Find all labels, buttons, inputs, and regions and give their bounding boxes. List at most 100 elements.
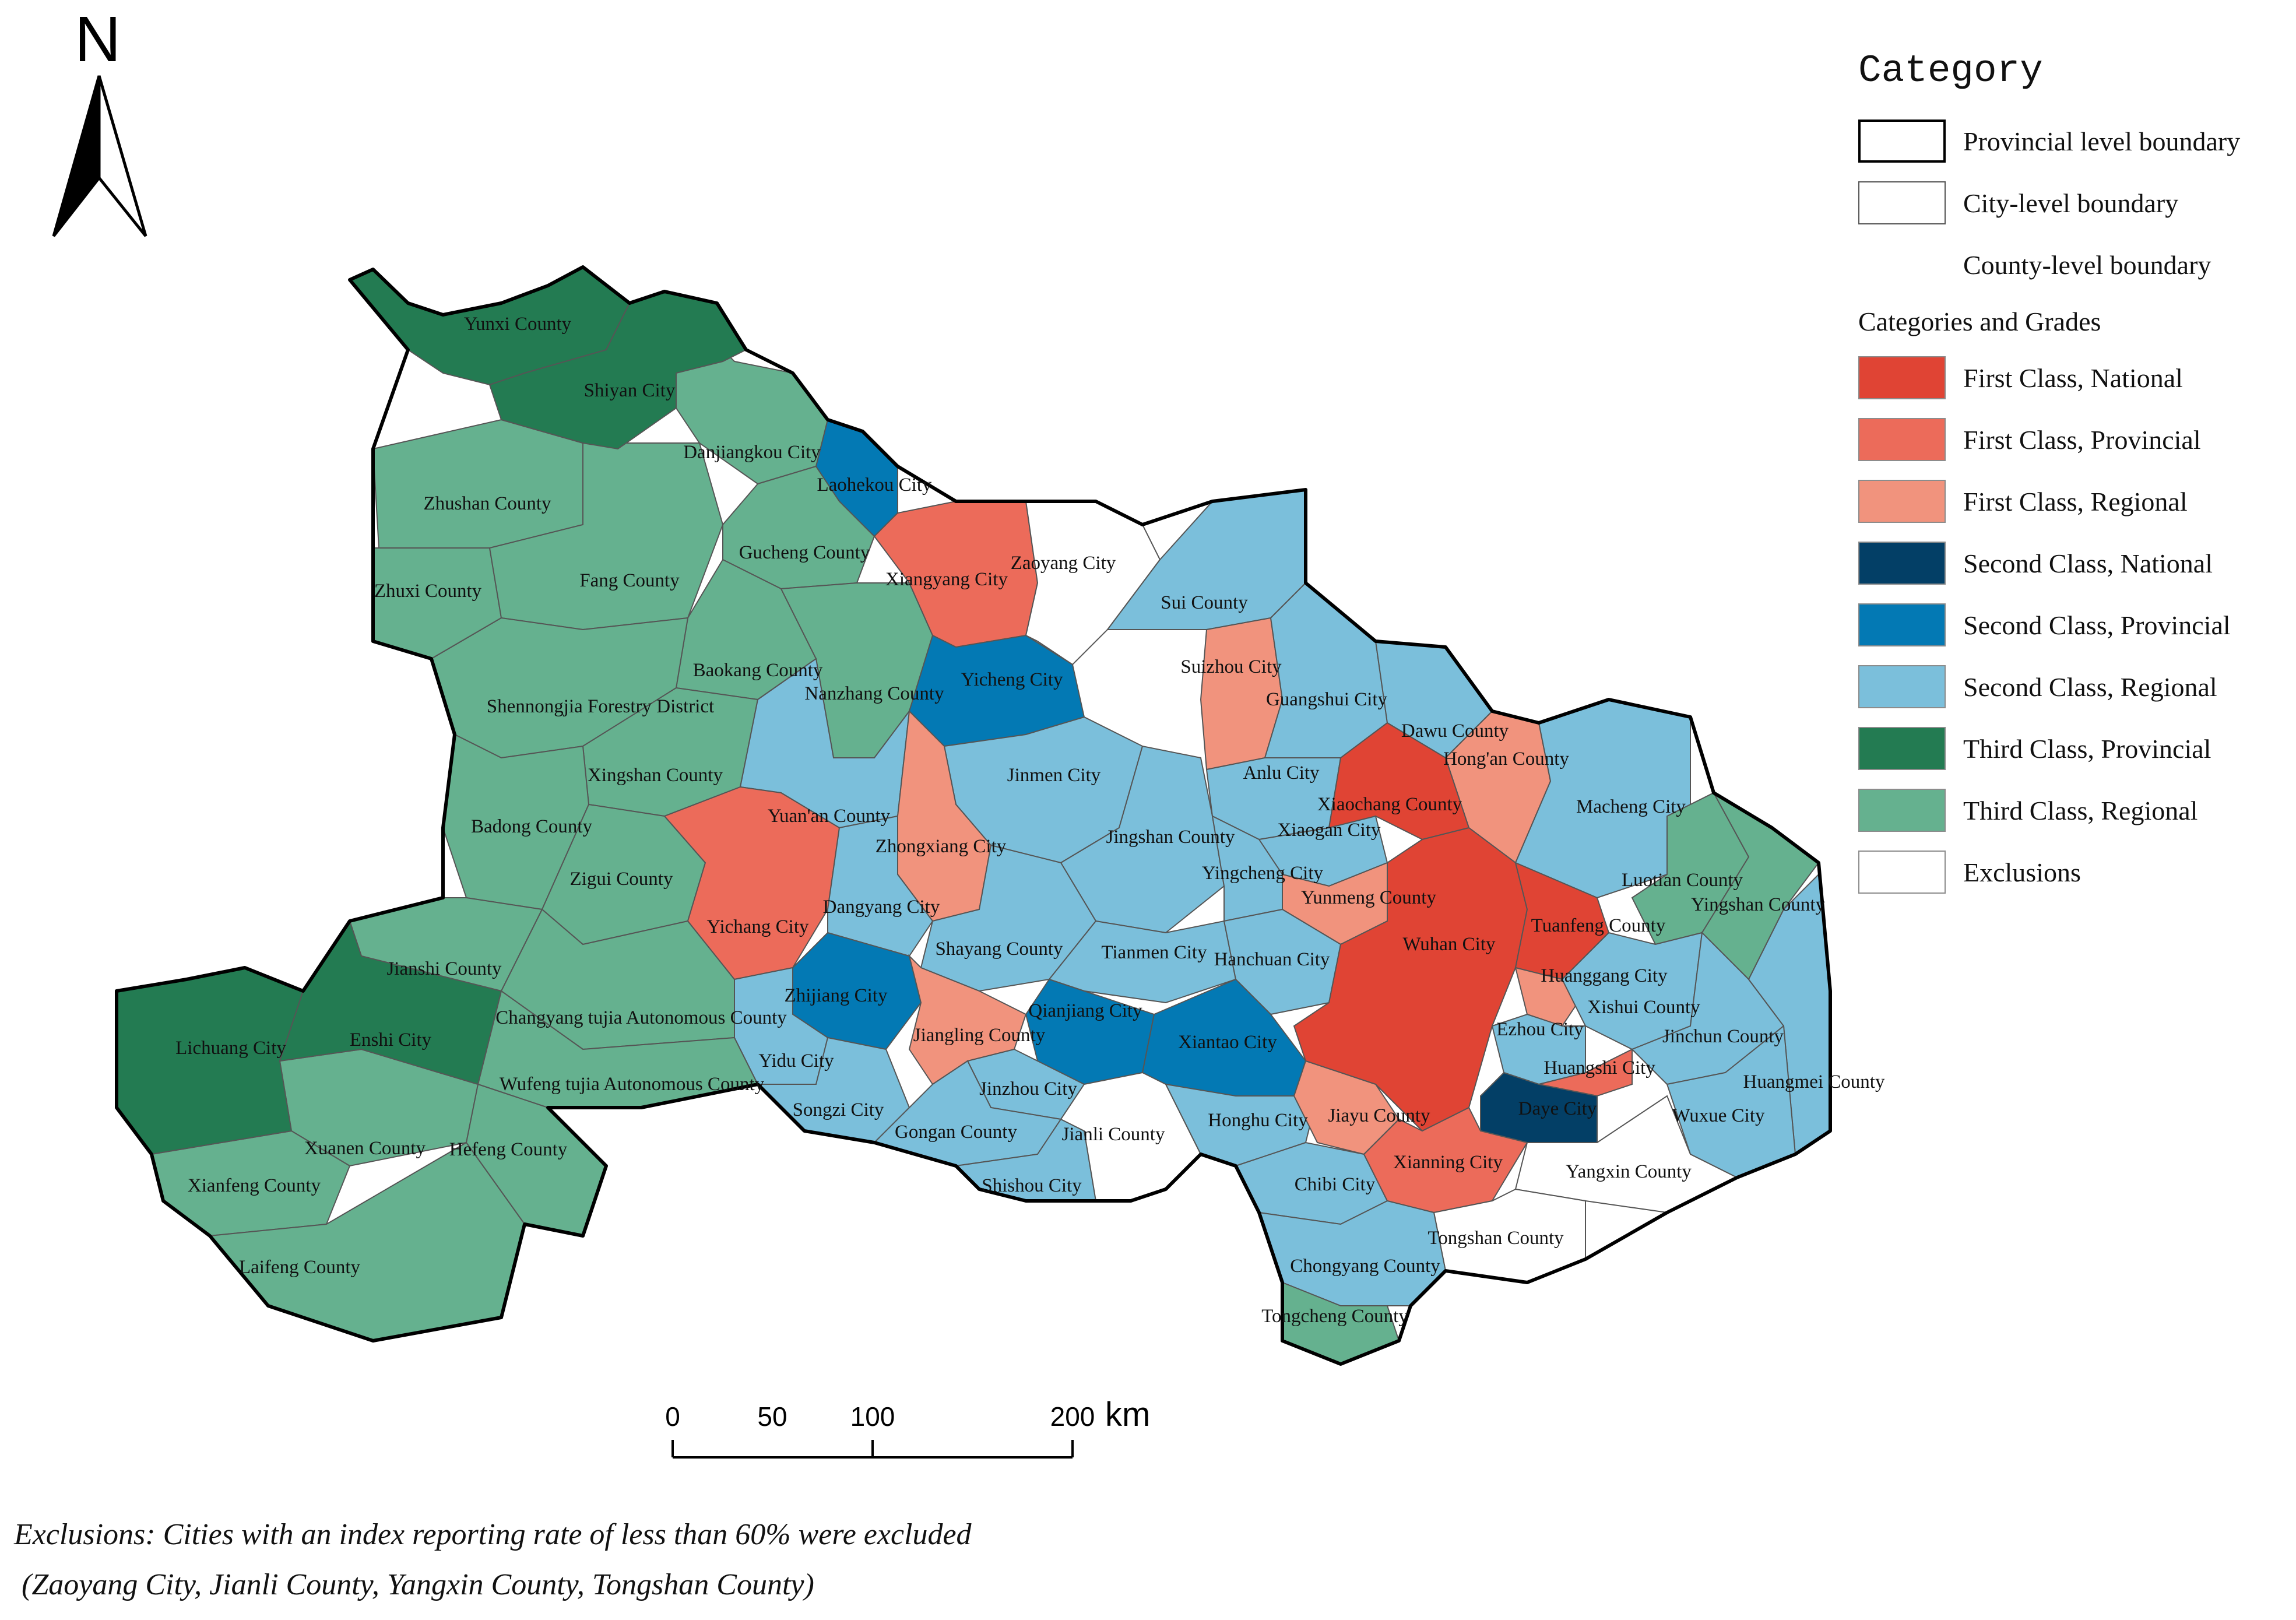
legend-label: Second Class, Provincial [1963, 610, 2231, 640]
legend-item-grade: Third Class, Provincial [1858, 718, 2290, 779]
label-tuanfeng-county: Tuanfeng County [1531, 915, 1666, 936]
label-gongan-county: Gongan County [895, 1122, 1017, 1143]
region-wuhan-city[interactable] [1293, 827, 1528, 1132]
label-luotian-county: Luotian County [1622, 870, 1743, 891]
label-honghu-city: Honghu City [1208, 1110, 1308, 1131]
region-yichang-city[interactable] [663, 786, 841, 981]
region-zhushan-county[interactable] [372, 419, 583, 549]
label-laifeng-county: Laifeng County [239, 1257, 361, 1278]
label-xiaogan-city: Xiaogan City [1278, 820, 1381, 841]
label-jiayu-county: Jiayu County [1328, 1105, 1430, 1126]
legend-title: Category [1858, 49, 2043, 93]
label-huangmei-county: Huangmei County [1743, 1071, 1885, 1092]
legend-subtitle: Categories and Grades [1858, 306, 2101, 336]
north-arrow: N [52, 3, 147, 237]
exclusions-note-line: (Zaoyang City, Jianli County, Yangxin Co… [14, 1568, 814, 1601]
label-tongshan-county: Tongshan County [1427, 1228, 1564, 1249]
label-enshi-city: Enshi City [350, 1029, 432, 1050]
scale-tick-label: 200 [1050, 1401, 1095, 1432]
legend-label: Provincial level boundary [1963, 126, 2241, 156]
label-jinchun-county: Jinchun County [1662, 1026, 1784, 1047]
label-wuxue-city: Wuxue City [1672, 1105, 1765, 1126]
label-dawu-county: Dawu County [1401, 721, 1509, 742]
region-enshi-city[interactable] [279, 919, 502, 1085]
legend-label: First Class, National [1963, 363, 2183, 393]
labels-layer: Yunxi County Shiyan City Danjiangkou Cit… [175, 314, 1885, 1327]
legend-item-county-boundary: County-level boundary [1858, 234, 2290, 296]
label-songzi-city: Songzi City [793, 1099, 884, 1120]
label-lichuang-city: Lichuang City [175, 1038, 286, 1059]
label-tianmen-city: Tianmen City [1101, 942, 1207, 963]
legend-label: Second Class, National [1963, 548, 2213, 578]
legend-item-provincial-boundary: Provincial level boundary [1858, 110, 2290, 172]
label-sui-county: Sui County [1161, 592, 1248, 613]
legend-swatch-third-provincial [1858, 727, 1946, 770]
legend-swatch-second-provincial [1858, 603, 1946, 646]
label-zaoyang-city: Zaoyang City [1011, 553, 1116, 574]
north-arrow-right-half [97, 75, 147, 237]
legend-item-grade: Second Class, Provincial [1858, 594, 2290, 656]
legend-label: City-level boundary [1963, 188, 2179, 218]
region-guangshui-city[interactable] [1264, 582, 1388, 758]
legend-item-grade: Second Class, Regional [1858, 656, 2290, 718]
label-macheng-city: Macheng City [1576, 796, 1686, 817]
label-jinzhou-city: Jinzhou City [979, 1078, 1077, 1099]
legend-item-grade: Exclusions [1858, 841, 2290, 903]
label-suizhou-city: Suizhou City [1180, 656, 1282, 677]
label-laohekou-city: Laohekou City [817, 475, 932, 496]
legend-item-grade: First Class, National [1858, 347, 2290, 409]
label-danjiangkou-city: Danjiangkou City [683, 442, 821, 463]
label-qianjiang-city: Qianjiang City [1028, 1000, 1142, 1021]
label-huanggang-city: Huanggang City [1541, 965, 1668, 986]
label-nanzhang-county: Nanzhang County [804, 683, 944, 704]
label-jianli-county: Jianli County [1062, 1124, 1165, 1145]
label-anlu-city: Anlu City [1243, 762, 1320, 783]
scale-unit-label: km [1105, 1396, 1150, 1433]
label-hefeng-county: Hefeng County [449, 1139, 568, 1160]
region-shiyan-city[interactable] [488, 290, 747, 450]
label-jinmen-city: Jinmen City [1007, 765, 1101, 786]
scale-tick-label: 0 [665, 1401, 680, 1432]
label-hongan-county: Hong'an County [1443, 748, 1569, 769]
label-xianning-city: Xianning City [1393, 1152, 1503, 1173]
legend-swatch-exclusions [1858, 851, 1946, 894]
label-shayang-county: Shayang County [935, 939, 1063, 960]
scale-tick-label: 100 [850, 1401, 895, 1432]
label-xiangyang-city: Xiangyang City [885, 569, 1008, 590]
region-lichuang-city[interactable] [116, 967, 304, 1155]
label-xuanen-county: Xuanen County [304, 1138, 426, 1159]
label-jingshan-county: Jingshan County [1106, 827, 1235, 848]
legend-item-grade: First Class, Provincial [1858, 409, 2290, 470]
legend-swatch-first-regional [1858, 480, 1946, 523]
legend-swatch-county-boundary [1858, 243, 1946, 286]
exclusions-note-line: Exclusions: Cities with an index reporti… [14, 1518, 972, 1551]
scale-bar: 0 50 100 200 km [665, 1396, 1150, 1459]
label-wufeng: Wufeng tujia Autonomous County [500, 1074, 765, 1095]
label-yingshan-county: Yingshan County [1691, 894, 1826, 915]
region-zaoyang-city[interactable] [1025, 501, 1161, 666]
label-yicheng-city: Yicheng City [961, 669, 1063, 690]
legend-label: Exclusions [1963, 857, 2081, 887]
legend-swatch-second-regional [1858, 665, 1946, 708]
north-arrow-letter: N [75, 3, 121, 75]
label-daye-city: Daye City [1518, 1098, 1597, 1119]
label-chongyang-county: Chongyang County [1290, 1256, 1440, 1277]
label-shiyan-city: Shiyan City [584, 380, 676, 401]
legend-swatch-city-boundary [1858, 181, 1946, 224]
legend-label: Third Class, Provincial [1963, 733, 2211, 764]
label-xiaochang-county: Xiaochang County [1317, 794, 1462, 815]
legend-swatch-first-provincial [1858, 418, 1946, 461]
legend-label: Third Class, Regional [1963, 795, 2198, 825]
label-fang-county: Fang County [579, 570, 680, 591]
label-ezhou-city: Ezhou City [1496, 1019, 1584, 1040]
label-gucheng-county: Gucheng County [739, 542, 870, 563]
label-tongcheng-county: Tongcheng County [1261, 1306, 1408, 1327]
label-jianshi-county: Jianshi County [386, 958, 502, 979]
label-zigui-county: Zigui County [570, 869, 673, 890]
region-dangyang-city[interactable] [827, 815, 934, 957]
legend-grade-list: First Class, National First Class, Provi… [1858, 347, 2290, 903]
label-zhijiang-city: Zhijiang City [785, 985, 888, 1006]
legend-label: First Class, Provincial [1963, 424, 2201, 455]
label-hanchuan-city: Hanchuan City [1214, 949, 1330, 970]
label-yichang-city: Yichang City [706, 916, 809, 937]
